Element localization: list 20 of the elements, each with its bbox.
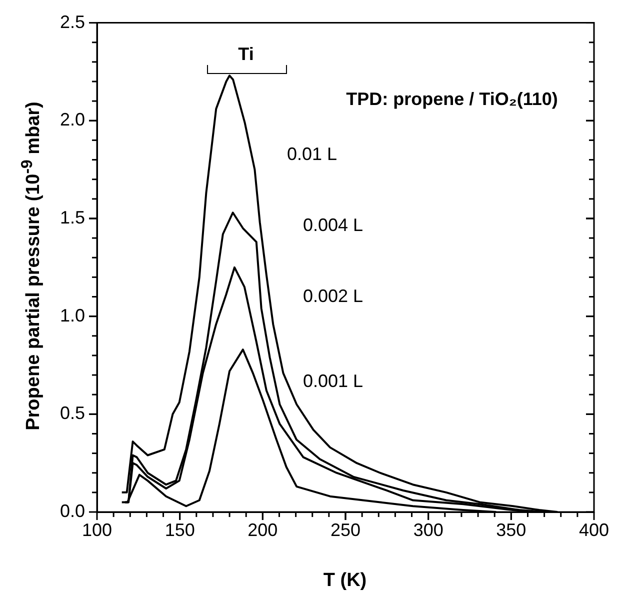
y-tick-label: 0.0 (60, 500, 85, 521)
annotation: 0.002 L (302, 286, 364, 306)
y-tick-label: 2.0 (60, 110, 85, 130)
annotation: 0.01 L (286, 144, 338, 164)
x-tick-label: 350 (496, 520, 526, 540)
y-tick-label: 1.0 (60, 305, 85, 326)
x-tick-label: 300 (413, 520, 444, 540)
x-tick-label: 250 (330, 520, 361, 540)
annotation: 0.001 L (302, 370, 364, 391)
x-tick-label: 150 (164, 520, 195, 540)
annotation: TPD: propene / TiO₂(110) (346, 88, 558, 109)
annotation: Ti (238, 44, 254, 64)
x-tick-label: 200 (248, 520, 278, 540)
annotation: 0.004 L (302, 214, 364, 235)
y-tick-label: 1.5 (60, 207, 85, 228)
y-tick-label: 2.5 (60, 12, 85, 32)
x-axis-title: T (K) (323, 570, 367, 592)
x-tick-label: 100 (82, 520, 112, 540)
y-tick-label: 0.5 (60, 403, 85, 424)
x-tick-label: 400 (578, 520, 610, 540)
